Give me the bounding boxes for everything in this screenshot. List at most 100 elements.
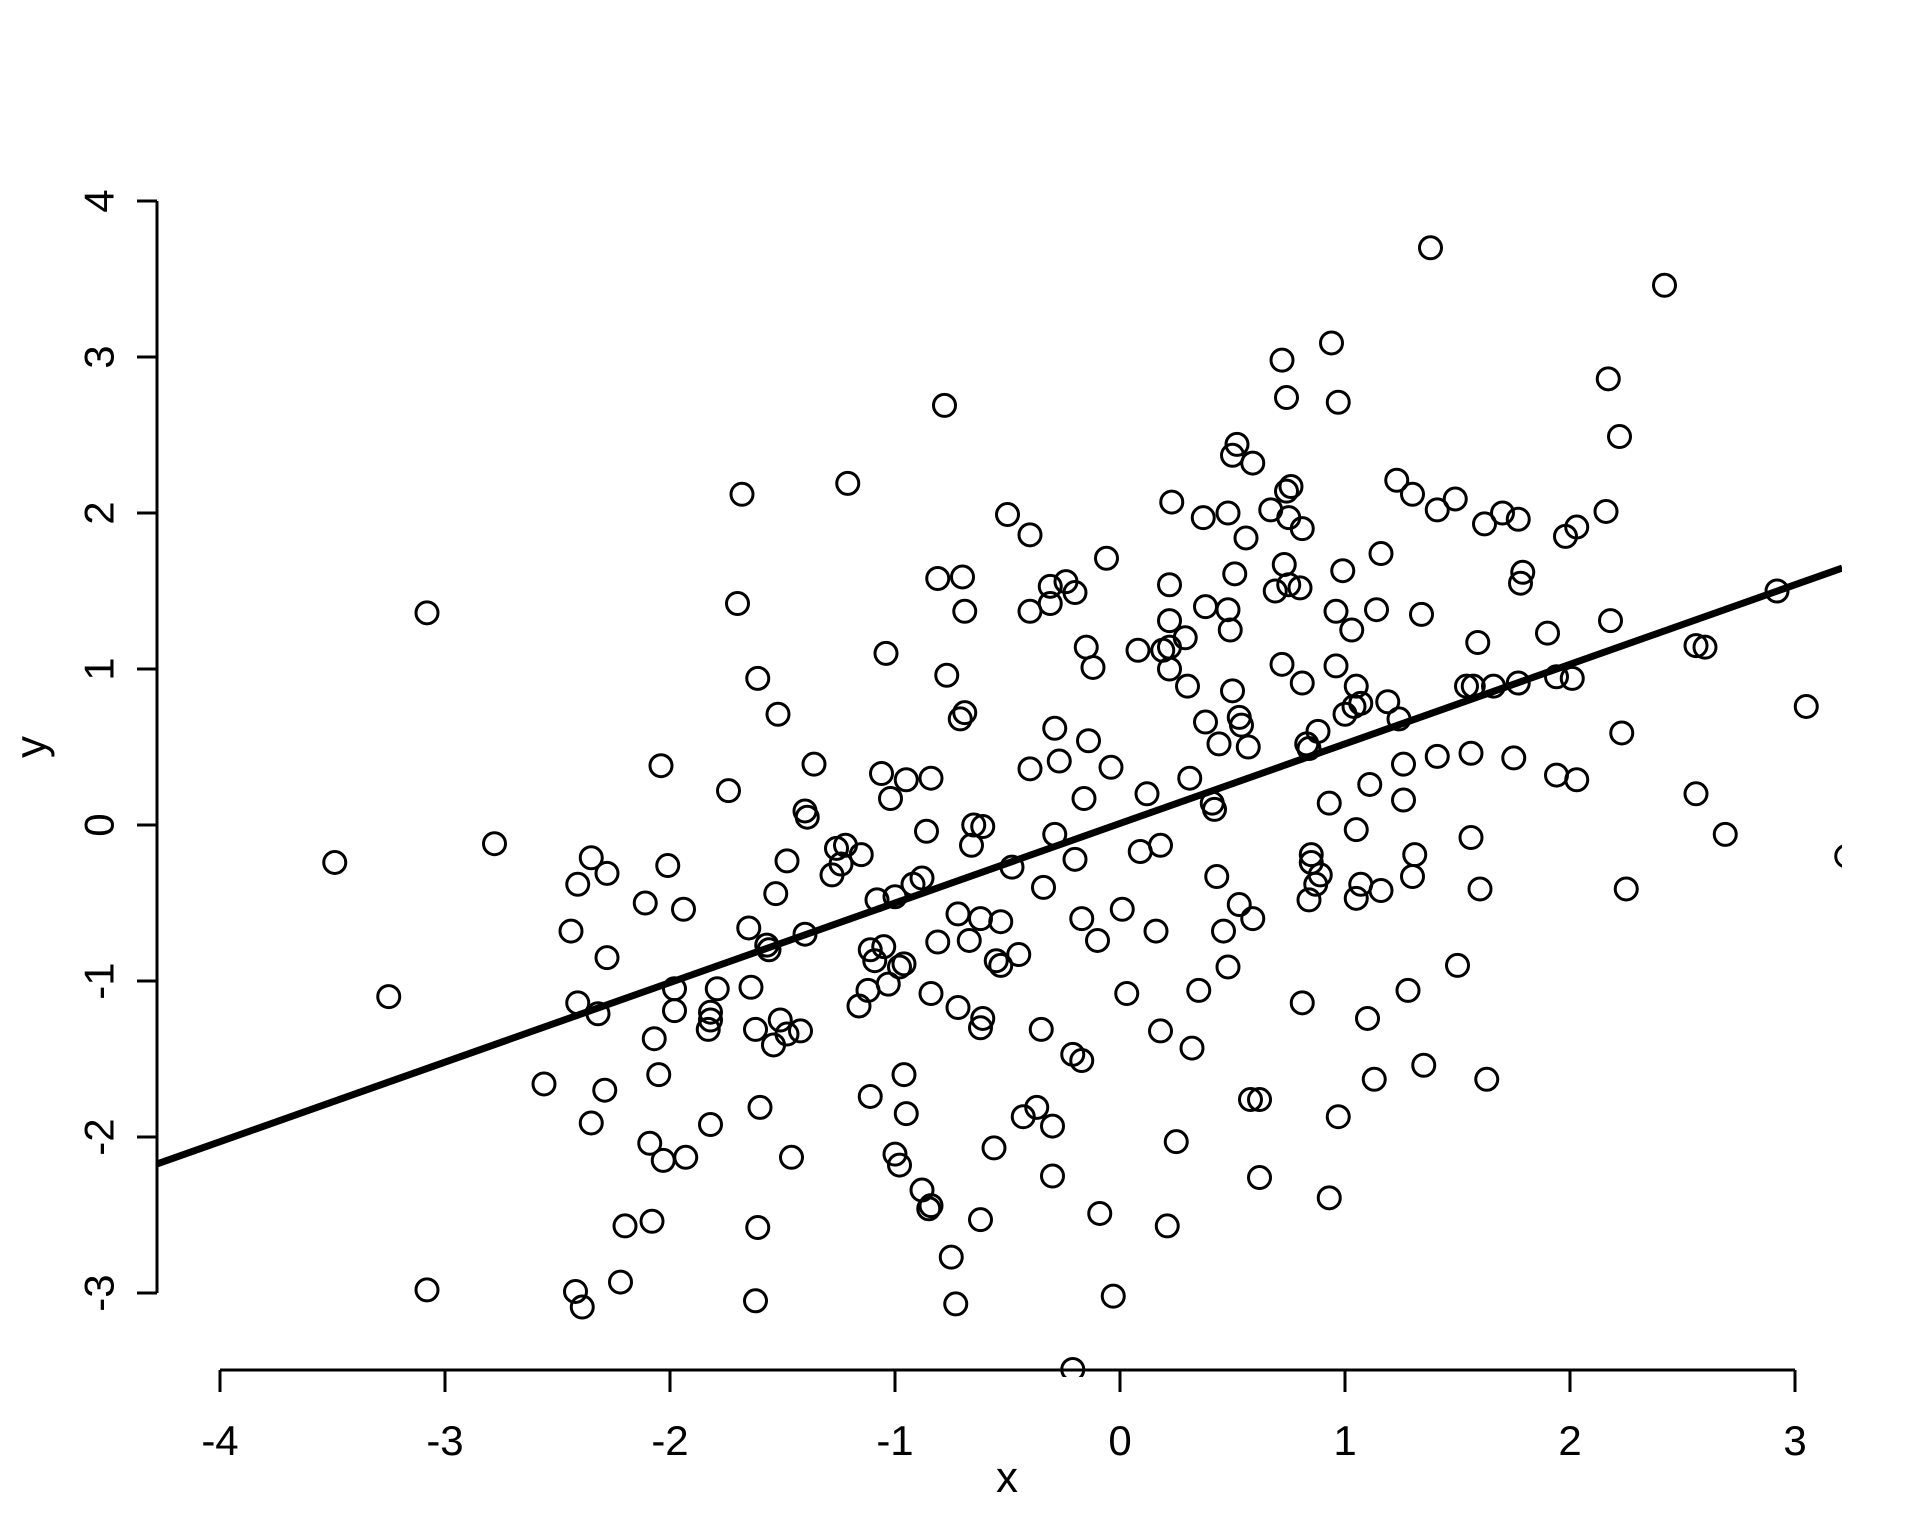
data-point <box>594 945 620 971</box>
data-point <box>1062 580 1088 606</box>
data-point <box>1157 572 1182 598</box>
x-tick-label: -1 <box>876 1417 913 1464</box>
data-point <box>918 1193 944 1219</box>
data-point <box>1098 754 1124 780</box>
data-point <box>376 984 402 1010</box>
data-point <box>1125 637 1151 663</box>
data-point <box>1040 1113 1065 1139</box>
data-point <box>1454 673 1479 699</box>
data-point <box>531 1071 557 1097</box>
data-point <box>1535 620 1560 646</box>
data-point <box>482 831 507 857</box>
data-point <box>925 929 951 955</box>
data-point <box>725 590 750 616</box>
data-point <box>1238 1087 1263 1113</box>
data-point <box>1226 892 1252 918</box>
data-point <box>1017 598 1043 624</box>
data-point <box>1510 559 1536 585</box>
data-point <box>1316 1185 1342 1211</box>
data-point <box>1411 1052 1437 1078</box>
data-point <box>925 566 951 592</box>
data-point <box>1271 551 1297 577</box>
data-point <box>729 481 755 507</box>
data-point <box>1224 431 1250 457</box>
data-point <box>774 848 800 874</box>
data-point <box>1357 771 1383 797</box>
data-point <box>1046 748 1072 774</box>
data-point <box>565 990 591 1016</box>
data-point <box>763 881 789 907</box>
data-point <box>1215 954 1241 980</box>
data-point <box>1042 715 1068 741</box>
data-point <box>612 1213 638 1239</box>
y-tick-label: 4 <box>76 189 123 212</box>
data-point <box>1445 952 1470 978</box>
data-point <box>1343 817 1369 843</box>
data-point <box>1274 478 1299 504</box>
data-point <box>704 976 730 1002</box>
data-point <box>1235 734 1261 760</box>
data-point <box>655 853 681 879</box>
x-tick-label: 0 <box>1108 1417 1131 1464</box>
data-point <box>1544 664 1569 690</box>
data-point <box>1764 578 1790 604</box>
data-point <box>1652 272 1677 298</box>
data-point <box>1157 608 1182 634</box>
data-point <box>999 854 1025 880</box>
data-point <box>871 934 897 960</box>
data-point <box>1289 990 1315 1016</box>
data-point <box>788 1018 813 1044</box>
data-point <box>1269 347 1295 373</box>
data-point <box>956 927 982 953</box>
y-tick-label: -2 <box>76 1118 123 1155</box>
data-point <box>1031 874 1056 900</box>
data-point <box>695 1016 721 1042</box>
data-point <box>1247 1087 1272 1113</box>
data-point <box>1143 918 1169 944</box>
data-point <box>1316 790 1342 816</box>
data-point <box>1247 1165 1272 1191</box>
data-point <box>794 804 820 830</box>
data-point <box>1559 665 1585 691</box>
x-axis-title: x <box>996 1453 1018 1502</box>
data-point <box>981 1135 1007 1161</box>
data-point <box>945 901 971 927</box>
data-point <box>322 849 348 875</box>
data-point <box>918 765 944 791</box>
data-point <box>1296 887 1322 913</box>
data-point <box>774 1021 800 1047</box>
data-point <box>1508 570 1533 596</box>
data-point <box>1343 885 1369 911</box>
data-point <box>1501 745 1527 771</box>
data-point <box>716 778 741 804</box>
data-point <box>988 909 1014 935</box>
data-point <box>1364 597 1389 623</box>
data-point <box>650 1147 676 1173</box>
data-point <box>698 1007 723 1033</box>
data-point <box>641 1026 667 1052</box>
data-point <box>882 884 908 910</box>
data-point <box>1287 575 1313 601</box>
data-point <box>1127 839 1153 865</box>
data-point <box>1193 709 1218 735</box>
data-point <box>1206 731 1232 757</box>
data-point <box>1323 653 1349 679</box>
data-point <box>1069 906 1095 932</box>
plot-area <box>157 235 1842 1377</box>
data-point <box>1613 876 1639 902</box>
data-points <box>322 235 1842 1377</box>
data-point <box>893 1101 919 1127</box>
data-point <box>1017 522 1043 548</box>
data-point <box>1202 796 1227 822</box>
data-point <box>1037 573 1063 599</box>
data-point <box>968 1207 993 1233</box>
data-point <box>1217 617 1243 643</box>
data-point <box>1418 235 1443 261</box>
data-point <box>1609 720 1635 746</box>
data-point <box>1564 767 1590 793</box>
data-point <box>1204 863 1230 889</box>
data-point <box>857 937 883 963</box>
data-point <box>819 862 845 888</box>
data-point <box>1598 608 1623 634</box>
data-point <box>779 1144 804 1170</box>
